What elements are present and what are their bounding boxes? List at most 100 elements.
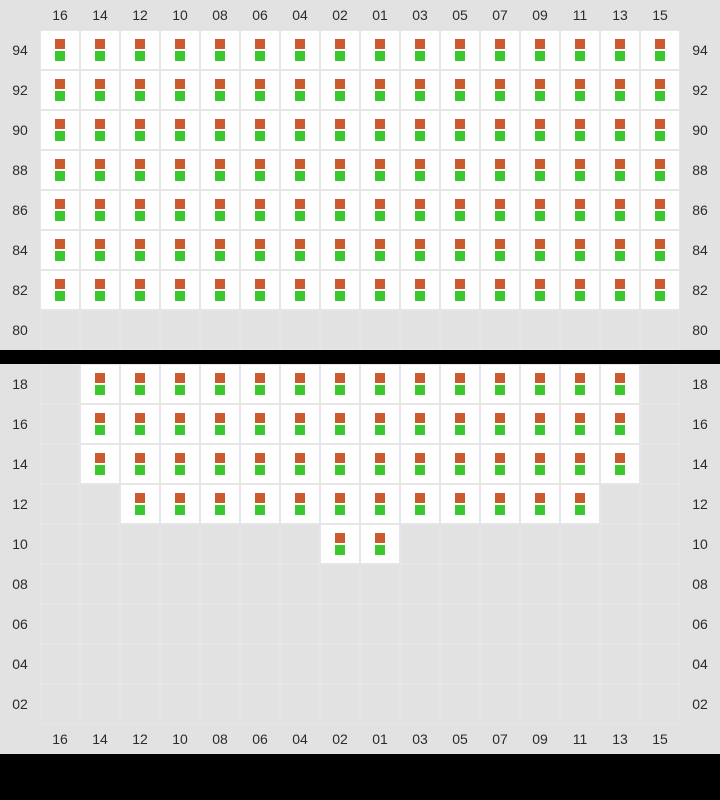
seat-cell[interactable] (400, 364, 440, 404)
seat-cell[interactable] (160, 70, 200, 110)
seat-cell[interactable] (200, 404, 240, 444)
seat-cell[interactable] (360, 110, 400, 150)
seat-cell[interactable] (120, 70, 160, 110)
seat-cell[interactable] (320, 110, 360, 150)
seat-cell[interactable] (280, 364, 320, 404)
seat-cell[interactable] (400, 404, 440, 444)
seat-cell[interactable] (240, 230, 280, 270)
seat-cell[interactable] (120, 230, 160, 270)
seat-cell[interactable] (320, 150, 360, 190)
seat-cell[interactable] (640, 30, 680, 70)
seat-cell[interactable] (120, 484, 160, 524)
seat-cell[interactable] (560, 364, 600, 404)
seat-cell[interactable] (560, 70, 600, 110)
seat-cell[interactable] (200, 484, 240, 524)
seat-cell[interactable] (560, 444, 600, 484)
seat-cell[interactable] (440, 270, 480, 310)
seat-cell[interactable] (560, 404, 600, 444)
seat-cell[interactable] (80, 30, 120, 70)
seat-cell[interactable] (520, 150, 560, 190)
seat-cell[interactable] (240, 150, 280, 190)
seat-cell[interactable] (600, 110, 640, 150)
seat-cell[interactable] (400, 150, 440, 190)
seat-cell[interactable] (360, 484, 400, 524)
seat-cell[interactable] (240, 484, 280, 524)
seat-cell[interactable] (440, 444, 480, 484)
seat-cell[interactable] (200, 30, 240, 70)
seat-cell[interactable] (600, 404, 640, 444)
seat-cell[interactable] (120, 364, 160, 404)
seat-cell[interactable] (360, 150, 400, 190)
seat-cell[interactable] (320, 404, 360, 444)
seat-cell[interactable] (320, 524, 360, 564)
seat-cell[interactable] (560, 110, 600, 150)
seat-cell[interactable] (240, 30, 280, 70)
seat-cell[interactable] (120, 404, 160, 444)
seat-cell[interactable] (80, 270, 120, 310)
seat-cell[interactable] (480, 30, 520, 70)
seat-cell[interactable] (40, 230, 80, 270)
seat-cell[interactable] (360, 230, 400, 270)
seat-cell[interactable] (400, 70, 440, 110)
seat-cell[interactable] (40, 110, 80, 150)
seat-cell[interactable] (240, 110, 280, 150)
seat-cell[interactable] (120, 190, 160, 230)
seat-cell[interactable] (40, 270, 80, 310)
seat-cell[interactable] (240, 364, 280, 404)
seat-cell[interactable] (600, 364, 640, 404)
seat-cell[interactable] (160, 110, 200, 150)
seat-cell[interactable] (280, 484, 320, 524)
seat-cell[interactable] (160, 190, 200, 230)
seat-cell[interactable] (520, 484, 560, 524)
seat-cell[interactable] (480, 444, 520, 484)
seat-cell[interactable] (280, 444, 320, 484)
seat-cell[interactable] (200, 190, 240, 230)
seat-cell[interactable] (320, 30, 360, 70)
seat-cell[interactable] (280, 190, 320, 230)
seat-cell[interactable] (80, 70, 120, 110)
seat-cell[interactable] (160, 150, 200, 190)
seat-cell[interactable] (480, 404, 520, 444)
seat-cell[interactable] (600, 444, 640, 484)
seat-cell[interactable] (320, 270, 360, 310)
seat-cell[interactable] (40, 70, 80, 110)
seat-cell[interactable] (520, 110, 560, 150)
seat-cell[interactable] (240, 70, 280, 110)
seat-cell[interactable] (320, 364, 360, 404)
seat-cell[interactable] (280, 110, 320, 150)
seat-cell[interactable] (200, 270, 240, 310)
seat-cell[interactable] (520, 70, 560, 110)
seat-cell[interactable] (480, 230, 520, 270)
seat-cell[interactable] (40, 190, 80, 230)
seat-cell[interactable] (40, 30, 80, 70)
seat-cell[interactable] (240, 190, 280, 230)
seat-cell[interactable] (440, 70, 480, 110)
seat-cell[interactable] (480, 270, 520, 310)
seat-cell[interactable] (280, 150, 320, 190)
seat-cell[interactable] (320, 484, 360, 524)
seat-cell[interactable] (120, 270, 160, 310)
seat-cell[interactable] (320, 444, 360, 484)
seat-cell[interactable] (160, 364, 200, 404)
seat-cell[interactable] (280, 404, 320, 444)
seat-cell[interactable] (560, 190, 600, 230)
seat-cell[interactable] (440, 190, 480, 230)
seat-cell[interactable] (640, 270, 680, 310)
seat-cell[interactable] (360, 190, 400, 230)
seat-cell[interactable] (320, 230, 360, 270)
seat-cell[interactable] (80, 110, 120, 150)
seat-cell[interactable] (520, 30, 560, 70)
seat-cell[interactable] (80, 230, 120, 270)
seat-cell[interactable] (600, 150, 640, 190)
seat-cell[interactable] (80, 444, 120, 484)
seat-cell[interactable] (560, 30, 600, 70)
seat-cell[interactable] (400, 270, 440, 310)
seat-cell[interactable] (360, 444, 400, 484)
seat-cell[interactable] (400, 110, 440, 150)
seat-cell[interactable] (640, 230, 680, 270)
seat-cell[interactable] (280, 270, 320, 310)
seat-cell[interactable] (600, 70, 640, 110)
seat-cell[interactable] (240, 270, 280, 310)
seat-cell[interactable] (120, 150, 160, 190)
seat-cell[interactable] (120, 110, 160, 150)
